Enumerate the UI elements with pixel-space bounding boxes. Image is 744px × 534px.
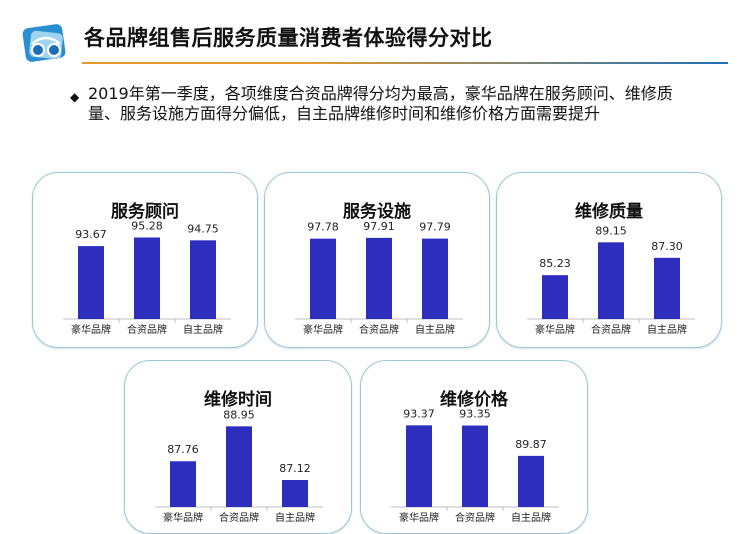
chart-plot: 93.37 豪华品牌 93.35 合资品牌 89.87 自主品牌	[391, 401, 559, 527]
x-tick-label: 合资品牌	[455, 511, 495, 524]
x-tick-label: 合资品牌	[591, 323, 631, 336]
bar	[462, 425, 488, 507]
bar	[598, 242, 624, 319]
bar	[654, 257, 680, 319]
x-tick-label: 豪华品牌	[71, 323, 111, 336]
x-tick-label: 自主品牌	[647, 323, 687, 336]
data-label: 93.37	[403, 407, 435, 420]
bar	[406, 425, 432, 507]
x-tick-label: 合资品牌	[359, 323, 399, 336]
page-title: 各品牌组售后服务质量消费者体验得分对比	[84, 26, 493, 50]
chart-plot: 87.76 豪华品牌 88.95 合资品牌 87.12 自主品牌	[155, 401, 323, 527]
panel-repair-time: 维修时间 87.76 豪华品牌 88.95 合资品牌 87.12 自主品牌	[124, 360, 352, 534]
x-tick-label: 自主品牌	[275, 511, 315, 524]
bar	[226, 426, 252, 507]
bar	[134, 237, 160, 319]
x-tick-label: 自主品牌	[415, 323, 455, 336]
chart-title: 服务设施	[343, 202, 411, 222]
data-label: 87.30	[651, 240, 683, 253]
bar	[422, 238, 448, 319]
chart-title: 维修质量	[575, 202, 643, 222]
bar	[310, 238, 336, 319]
data-label: 97.79	[419, 221, 451, 234]
bar-chart: 87.76 豪华品牌 88.95 合资品牌 87.12 自主品牌	[155, 408, 323, 524]
bar	[518, 455, 544, 507]
data-label: 95.28	[131, 220, 163, 233]
chart-title: 维修价格	[440, 390, 508, 410]
bar-chart: 93.37 豪华品牌 93.35 合资品牌 89.87 自主品牌	[391, 407, 559, 524]
summary-paragraph: ◆ 2019年第一季度，各项维度合资品牌得分均为最高，豪华品牌在服务顾问、维修质…	[70, 84, 698, 124]
panel-service-facilities: 服务设施 97.78 豪华品牌 97.91 合资品牌 97.79 自主品牌	[264, 172, 490, 348]
panel-service-advisor: 服务顾问 93.67 豪华品牌 95.28 合资品牌 94.75 自主品牌	[32, 172, 258, 348]
data-label: 93.67	[75, 228, 107, 241]
chart-plot: 85.23 豪华品牌 89.15 合资品牌 87.30 自主品牌	[527, 213, 695, 339]
x-tick-label: 自主品牌	[183, 323, 223, 336]
bar-chart: 97.78 豪华品牌 97.91 合资品牌 97.79 自主品牌	[295, 220, 463, 336]
bar	[78, 246, 104, 319]
panel-repair-quality: 维修质量 85.23 豪华品牌 89.15 合资品牌 87.30 自主品牌	[496, 172, 722, 348]
data-label: 85.23	[539, 257, 571, 270]
title-divider	[82, 62, 728, 64]
bar	[542, 275, 568, 319]
bar-chart: 85.23 豪华品牌 89.15 合资品牌 87.30 自主品牌	[527, 224, 695, 336]
chart-plot: 97.78 豪华品牌 97.91 合资品牌 97.79 自主品牌	[295, 213, 463, 339]
diamond-bullet-icon: ◆	[70, 90, 80, 104]
chart-title: 服务顾问	[111, 202, 179, 222]
x-tick-label: 豪华品牌	[163, 511, 203, 524]
brand-logo-icon	[22, 24, 66, 62]
data-label: 97.91	[363, 220, 395, 233]
x-tick-label: 合资品牌	[127, 323, 167, 336]
bar	[282, 480, 308, 507]
bar-chart: 93.67 豪华品牌 95.28 合资品牌 94.75 自主品牌	[63, 220, 231, 336]
chart-title: 维修时间	[204, 390, 272, 410]
data-label: 88.95	[223, 408, 255, 421]
data-label: 94.75	[187, 222, 219, 235]
bar	[170, 461, 196, 507]
bar	[366, 237, 392, 319]
chart-plot: 93.67 豪华品牌 95.28 合资品牌 94.75 自主品牌	[63, 213, 231, 339]
summary-text: 2019年第一季度，各项维度合资品牌得分均为最高，豪华品牌在服务顾问、维修质量、…	[88, 84, 673, 123]
x-tick-label: 豪华品牌	[303, 323, 343, 336]
data-label: 93.35	[459, 408, 491, 421]
x-tick-label: 豪华品牌	[535, 323, 575, 336]
bar	[190, 240, 216, 319]
data-label: 87.12	[279, 462, 311, 475]
x-tick-label: 自主品牌	[511, 511, 551, 524]
data-label: 89.15	[595, 224, 627, 237]
x-tick-label: 豪华品牌	[399, 511, 439, 524]
panel-repair-price: 维修价格 93.37 豪华品牌 93.35 合资品牌 89.87 自主品牌	[360, 360, 588, 534]
x-tick-label: 合资品牌	[219, 511, 259, 524]
data-label: 87.76	[167, 443, 199, 456]
data-label: 97.78	[307, 221, 339, 234]
data-label: 89.87	[515, 438, 547, 451]
